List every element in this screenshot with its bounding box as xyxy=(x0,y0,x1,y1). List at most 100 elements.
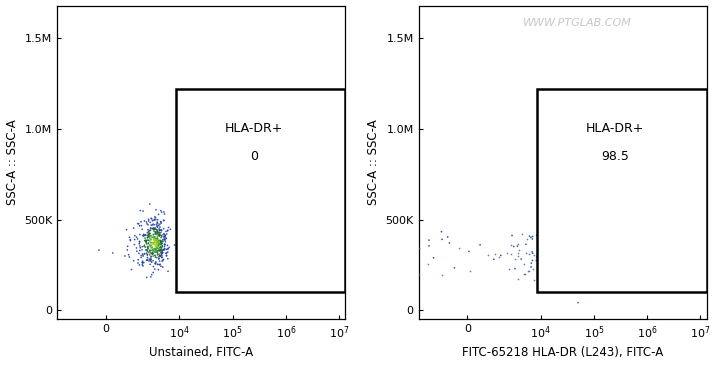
Point xyxy=(558,261,569,267)
Point xyxy=(148,226,160,231)
Point xyxy=(567,231,579,237)
Point xyxy=(141,238,152,244)
Point xyxy=(554,234,566,239)
Point xyxy=(150,243,161,249)
Point xyxy=(141,274,153,280)
Point xyxy=(560,249,571,255)
Point xyxy=(565,225,576,231)
Point xyxy=(156,235,167,241)
Point xyxy=(562,237,574,242)
Point xyxy=(152,228,163,234)
Point xyxy=(156,228,167,234)
Point xyxy=(559,246,571,251)
Point xyxy=(575,203,587,209)
Point xyxy=(124,234,136,240)
Point xyxy=(123,252,134,258)
Point xyxy=(152,223,163,229)
Point xyxy=(577,220,589,226)
Point xyxy=(147,251,158,257)
Point xyxy=(144,257,156,263)
Point xyxy=(148,246,160,251)
Point xyxy=(153,241,164,247)
Point xyxy=(576,262,587,268)
Point xyxy=(554,258,565,264)
Point xyxy=(146,272,158,277)
Point xyxy=(579,249,591,255)
Point xyxy=(145,225,156,231)
Point xyxy=(576,230,587,235)
Point xyxy=(482,253,493,258)
Point xyxy=(557,219,569,224)
Point xyxy=(156,209,168,215)
Point xyxy=(148,250,159,256)
Point xyxy=(546,265,558,271)
Point xyxy=(133,221,144,227)
Point xyxy=(150,217,161,223)
Point xyxy=(549,252,560,258)
Point xyxy=(558,246,569,252)
Point xyxy=(146,234,157,240)
Point xyxy=(574,257,585,263)
Point xyxy=(520,250,531,256)
Point xyxy=(148,221,159,227)
Point xyxy=(153,246,165,252)
Point xyxy=(151,237,162,243)
Point xyxy=(436,229,447,235)
Point xyxy=(134,243,146,249)
Point xyxy=(158,226,169,231)
Point xyxy=(153,241,164,247)
Point xyxy=(568,225,579,231)
Point xyxy=(152,234,163,239)
Point xyxy=(139,251,151,257)
Point xyxy=(570,255,581,261)
Point xyxy=(488,256,500,262)
Point xyxy=(554,284,565,290)
Point xyxy=(156,255,168,261)
Point xyxy=(149,238,161,244)
Point xyxy=(576,226,587,232)
Point xyxy=(512,243,523,249)
Point xyxy=(556,269,567,275)
Point xyxy=(542,241,554,246)
Point xyxy=(546,250,558,256)
Point xyxy=(560,261,571,266)
Point xyxy=(571,257,583,263)
Point xyxy=(571,231,582,237)
Point xyxy=(550,254,561,260)
Point xyxy=(141,238,152,244)
Point xyxy=(556,260,568,266)
Point xyxy=(559,247,570,253)
Point xyxy=(523,251,535,257)
Point xyxy=(154,247,166,253)
Point xyxy=(564,245,576,250)
Point xyxy=(146,242,157,248)
Point xyxy=(571,245,582,250)
Point xyxy=(150,247,161,253)
Point xyxy=(138,233,149,239)
Point xyxy=(150,247,161,253)
Point xyxy=(155,253,166,258)
Point xyxy=(463,249,475,254)
Point xyxy=(581,273,593,278)
Point xyxy=(157,264,168,270)
Point xyxy=(566,241,577,247)
Bar xyxy=(537,89,706,292)
Point xyxy=(569,238,581,243)
Point xyxy=(560,256,571,262)
Point xyxy=(376,243,387,249)
Point xyxy=(151,227,163,233)
Point xyxy=(156,251,167,257)
Point xyxy=(572,242,584,248)
Point xyxy=(158,246,169,252)
Point xyxy=(156,241,167,247)
Point xyxy=(131,248,143,254)
Point xyxy=(566,237,578,243)
Point xyxy=(153,243,164,249)
Point xyxy=(512,276,523,282)
Point xyxy=(569,239,581,245)
Point xyxy=(154,224,166,230)
Point xyxy=(562,242,574,247)
Point xyxy=(156,258,168,264)
Point xyxy=(551,258,562,264)
Point xyxy=(531,257,542,263)
